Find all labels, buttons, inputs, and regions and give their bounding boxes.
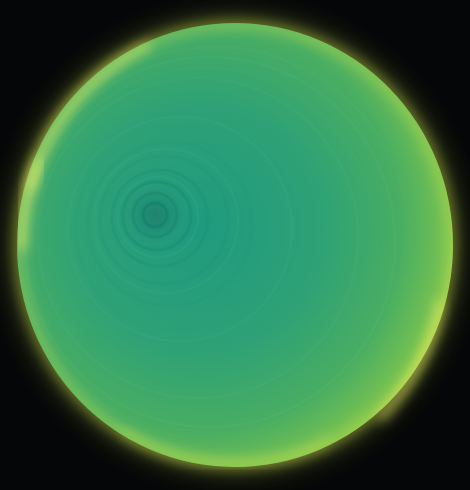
disc-body — [17, 23, 453, 467]
vortex-center — [113, 175, 197, 255]
rim-highlights — [16, 22, 454, 468]
